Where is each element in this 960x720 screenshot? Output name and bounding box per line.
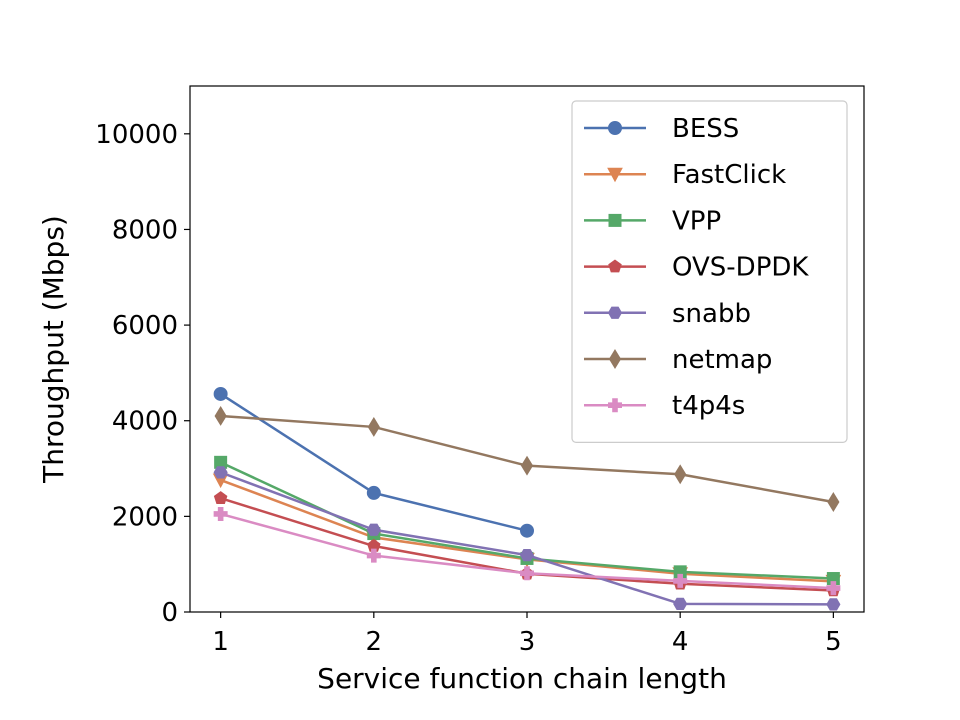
x-tick-label: 3 [519, 627, 536, 657]
legend-marker-t4p4s [608, 398, 622, 413]
legend-item-fastclick: FastClick [584, 160, 786, 190]
series-line-bess [219, 392, 528, 532]
legend-item-bess: BESS [584, 114, 739, 144]
x-tick-label: 2 [366, 627, 383, 657]
legend-label: BESS [672, 114, 739, 144]
data-point-t4p4s-x2 [366, 548, 381, 563]
legend-marker-netmap [608, 349, 622, 369]
x-tick-label: 4 [672, 627, 689, 657]
legend-item-snabb: snabb [584, 299, 751, 329]
series-snabb [213, 466, 841, 611]
legend-item-ovs-dpdk: OVS-DPDK [584, 253, 809, 283]
legend-label: FastClick [672, 160, 786, 190]
y-tick-label: 8000 [112, 215, 178, 245]
y-tick-label: 4000 [112, 407, 178, 437]
data-point-bess-x2 [366, 485, 381, 500]
data-point-netmap-x4 [674, 464, 687, 485]
data-point-netmap-x5 [827, 492, 840, 512]
legend-box [571, 100, 848, 443]
x-tick-label: 5 [825, 627, 842, 657]
legend: BESS FastClick VPP OVS-DPDK snabb netmap t4p4s [571, 100, 848, 443]
data-point-snabb-x3 [519, 548, 535, 562]
data-point-netmap-x2 [367, 416, 380, 437]
legend-marker-snabb [607, 306, 623, 319]
legend-item-t4p4s: t4p4s [584, 391, 745, 421]
legend-marker-fastclick [607, 167, 623, 183]
data-point-t4p4s-x5 [826, 581, 841, 596]
data-point-ovs-dpdk-x1 [213, 491, 228, 504]
legend-label: t4p4s [672, 391, 745, 421]
legend-marker-bess [608, 121, 622, 135]
legend-marker-ovs-dpdk [608, 259, 622, 273]
data-point-snabb-x5 [826, 598, 841, 611]
x-tick-label: 1 [212, 627, 229, 657]
data-point-netmap-x1 [214, 405, 227, 426]
data-point-netmap-x3 [520, 455, 534, 476]
series-netmap [214, 405, 840, 512]
data-point-t4p4s-x3 [520, 566, 534, 581]
data-point-t4p4s-x4 [673, 573, 688, 588]
data-point-snabb-x2 [366, 523, 381, 536]
legend-label: snabb [672, 299, 751, 329]
legend-label: OVS-DPDK [672, 253, 809, 283]
data-point-bess-x3 [520, 523, 534, 538]
x-axis-label: Service function chain length [317, 662, 727, 695]
legend-marker-vpp [608, 213, 622, 227]
legend-label: netmap [672, 345, 772, 375]
data-point-bess-x1 [213, 386, 228, 401]
series-bess [213, 386, 534, 538]
y-tick-label: 6000 [112, 311, 178, 341]
data-point-snabb-x4 [673, 597, 688, 610]
y-tick-label: 10000 [95, 120, 178, 150]
legend-label: VPP [672, 206, 721, 236]
legend-item-netmap: netmap [584, 345, 772, 375]
y-tick-label: 2000 [112, 502, 178, 532]
data-point-snabb-x1 [213, 466, 228, 479]
data-point-t4p4s-x1 [213, 506, 228, 521]
legend-item-vpp: VPP [584, 206, 721, 236]
y-axis-label: Throughput (Mbps) [37, 215, 70, 484]
series-t4p4s [213, 506, 841, 596]
y-tick-label: 0 [161, 598, 178, 628]
